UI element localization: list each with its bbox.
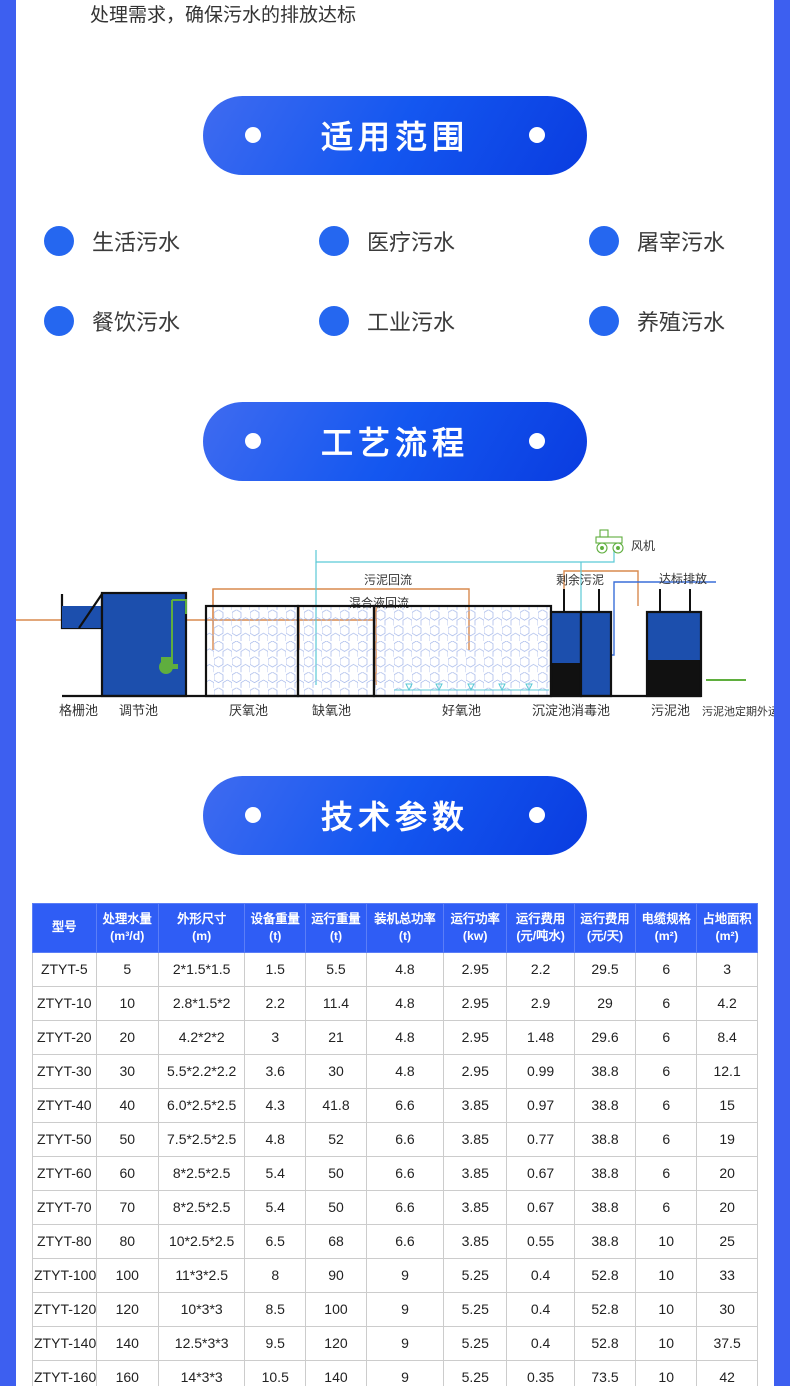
svg-text:格栅池: 格栅池 [59,703,98,718]
svg-text:污泥池: 污泥池 [651,703,690,718]
svg-text:达标排放: 达标排放 [659,571,707,586]
svg-text:污泥回流: 污泥回流 [364,573,412,587]
svg-text:污泥池定期外运: 污泥池定期外运 [702,704,779,718]
svg-text:好氧池: 好氧池 [442,703,481,718]
svg-text:风机: 风机 [631,539,655,553]
svg-text:调节池: 调节池 [119,703,158,718]
svg-text:剩余污泥: 剩余污泥 [556,572,604,587]
svg-text:沉淀池消毒池: 沉淀池消毒池 [532,703,610,718]
svg-text:缺氧池: 缺氧池 [312,703,351,718]
svg-text:厌氧池: 厌氧池 [229,703,268,718]
